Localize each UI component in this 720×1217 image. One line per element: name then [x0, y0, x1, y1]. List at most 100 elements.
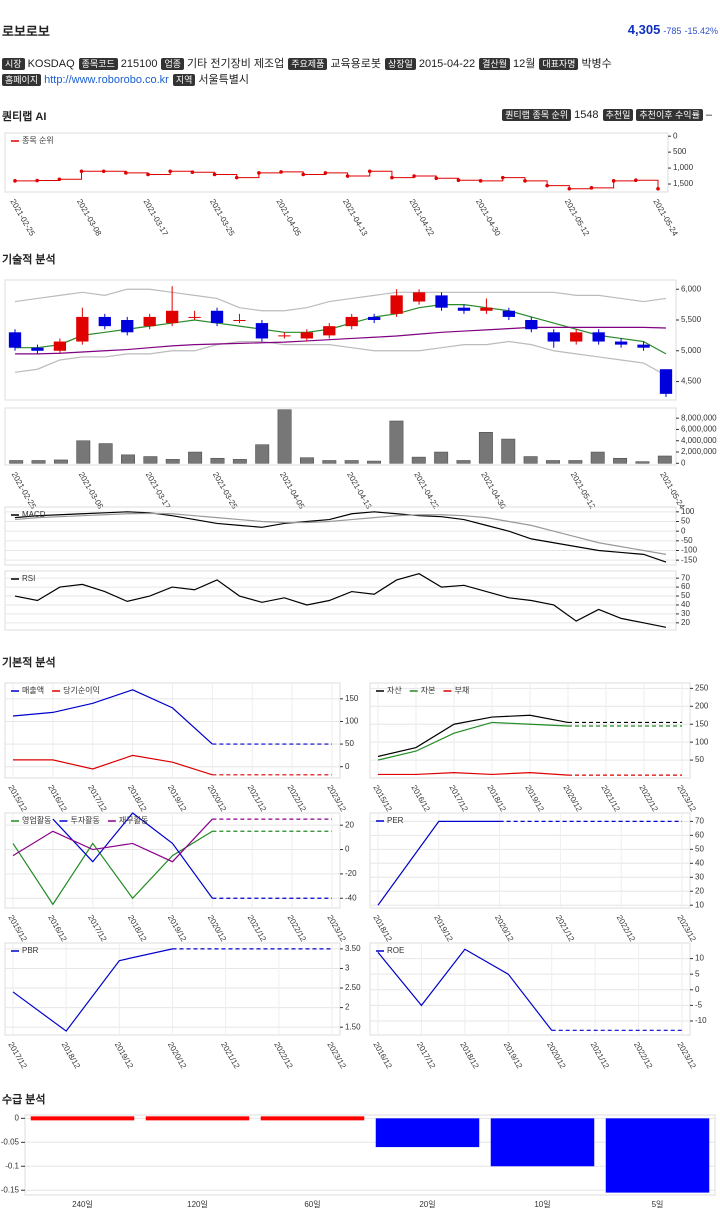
series-line [378, 772, 569, 776]
x-tick-label: 2022/12 [272, 1041, 295, 1071]
x-tick-label: 2019/12 [166, 914, 189, 944]
rank-point [390, 175, 394, 180]
candle-body [165, 310, 179, 324]
x-tick-label: 2018/12 [60, 1041, 83, 1071]
rank-point [79, 169, 84, 174]
series-line [14, 288, 667, 312]
y-tick-label: 3.50 [345, 944, 361, 953]
legend-label: 종목 순위 [22, 136, 54, 145]
candle-body [659, 369, 673, 394]
rank-point [301, 172, 306, 177]
y-tick-label: 30 [681, 609, 690, 618]
y-tick-label: 150 [345, 694, 359, 703]
x-tick-label: 120일 [187, 1200, 208, 1209]
volume-bar [501, 438, 516, 464]
info-value[interactable]: http://www.roborobo.co.kr [44, 74, 169, 86]
volume-bar [546, 460, 560, 464]
volume-bar [657, 455, 672, 464]
volume-bar [478, 432, 493, 464]
series-line [377, 948, 553, 1031]
rank-point [523, 179, 527, 183]
volume-bar [322, 460, 337, 464]
candle-body [8, 332, 22, 348]
volume-bar [232, 459, 247, 464]
rank-point [367, 169, 372, 174]
y-tick-label: -20 [345, 869, 357, 878]
series-line [14, 340, 667, 376]
x-tick-label: 10일 [534, 1200, 550, 1209]
x-tick-label: 2021/12 [599, 784, 622, 814]
plot-area [4, 506, 677, 566]
plot-area [369, 942, 691, 1036]
plot-area [369, 812, 691, 909]
candle-body [278, 335, 291, 337]
x-tick-label: 2021-03-08 [75, 198, 104, 238]
x-tick-label: 2021-04-22 [408, 198, 437, 238]
badge: 홈페이지 [2, 74, 42, 86]
series-line [12, 689, 213, 745]
x-tick-label: 2016/12 [409, 784, 432, 814]
candle-body [457, 307, 471, 311]
rank-point [434, 176, 439, 181]
info-row: 홈페이지 http://www.roborobo.co.kr 지역 서울특별시 [2, 71, 253, 87]
x-tick-label: 2020/12 [493, 914, 516, 944]
candle-body [31, 347, 44, 351]
y-tick-label: 50 [345, 739, 354, 748]
legend-label: MACD [22, 510, 46, 519]
series-line [15, 326, 667, 355]
candle-body [368, 316, 381, 320]
volume-bar [568, 460, 583, 464]
series-line [52, 812, 213, 899]
candle-body [614, 341, 628, 345]
change-pct: -15.42% [684, 26, 718, 36]
x-tick-label: 2021/12 [246, 914, 269, 944]
y-tick-label: -10 [695, 1016, 707, 1025]
candle-body [143, 316, 156, 327]
x-tick-label: 5일 [652, 1200, 664, 1209]
candle-body [121, 320, 134, 333]
legend-label: 자산 [387, 685, 402, 695]
flow-bar [145, 1116, 250, 1121]
section-title: 수급 분석 [2, 1094, 46, 1106]
y-tick-label: 5,500 [681, 315, 702, 324]
y-tick-label: 10 [695, 954, 704, 963]
x-tick-label: 2017/12 [6, 1041, 29, 1071]
candle-body [592, 332, 605, 342]
x-tick-label: 2023/12 [325, 914, 348, 944]
y-tick-label: 5,000 [681, 346, 702, 355]
x-tick-label: 2017/12 [447, 784, 470, 814]
y-tick-label: 150 [695, 719, 709, 728]
x-tick-label: 2020/12 [545, 1041, 568, 1071]
y-tick-label: 0 [673, 131, 678, 140]
rank-point [257, 171, 261, 175]
badge: 퀀티랩 종목 순위 [502, 109, 572, 121]
series-line [377, 820, 500, 906]
rank-point [611, 179, 616, 183]
volume-bar [635, 461, 650, 464]
x-tick-label: 2021-04-22 [412, 471, 441, 511]
series-line [14, 573, 667, 628]
y-tick-label: 6,000,000 [681, 425, 717, 434]
volume-bar [121, 454, 135, 464]
info-value: 교육용로봇 [330, 58, 381, 70]
x-tick-label: 2018/12 [485, 784, 508, 814]
quantilab-value: 1548 [574, 109, 599, 121]
rank-point [35, 178, 39, 183]
rank-point [345, 174, 350, 178]
y-tick-label: 20 [695, 886, 704, 895]
volume-bar [613, 457, 628, 464]
volume-bar [31, 460, 46, 464]
y-tick-label: -40 [345, 893, 357, 902]
legend-label: 재무활동 [119, 815, 148, 825]
plot-area [4, 279, 677, 401]
x-tick-label: 2018/12 [126, 784, 149, 814]
x-tick-label: 2021-05-12 [563, 198, 592, 238]
x-tick-label: 2016/12 [46, 914, 69, 944]
flow-bar [30, 1116, 135, 1121]
rank-point [567, 187, 572, 191]
y-tick-label: -0.05 [1, 1137, 20, 1146]
volume-bar [53, 459, 68, 464]
x-tick-label: 60일 [304, 1200, 320, 1209]
volume-bar [98, 443, 113, 464]
y-tick-label: 20 [345, 820, 354, 829]
